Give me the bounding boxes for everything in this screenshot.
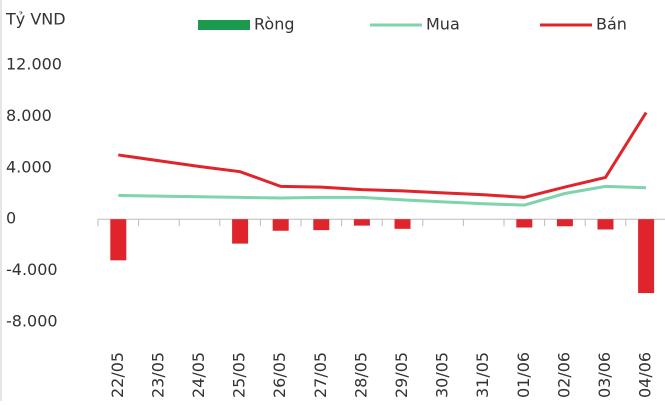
x-tick-label: 28/05 [351, 352, 370, 398]
bar [394, 219, 411, 229]
legend-swatch [198, 20, 250, 30]
line [118, 111, 648, 199]
x-tick-label: 30/05 [433, 352, 452, 398]
x-tick-label: 29/05 [392, 352, 411, 398]
bar [110, 219, 127, 261]
legend-label: Mua [426, 15, 460, 34]
line [118, 184, 647, 207]
bar [313, 219, 330, 231]
x-tick-label: 01/06 [514, 352, 533, 398]
x-tick-label: 04/06 [636, 352, 655, 398]
y-tick-label: 0 [6, 209, 16, 228]
x-tick-label: 26/05 [270, 352, 289, 398]
bar [597, 219, 614, 230]
x-tick-label: 27/05 [311, 352, 330, 398]
bar [272, 219, 289, 231]
legend-label: Bán [596, 15, 627, 34]
x-tick-label: 22/05 [108, 352, 127, 398]
y-axis-title: Tỷ VND [5, 10, 66, 29]
y-tick-label: -8.000 [6, 312, 58, 331]
bar [232, 219, 249, 244]
x-tick-label: 24/05 [189, 352, 208, 398]
bar [516, 219, 533, 228]
bar [353, 219, 370, 226]
x-tick-label: 23/05 [148, 352, 167, 398]
x-tick-label: 03/06 [595, 352, 614, 398]
bar [556, 219, 573, 227]
legend-label: Ròng [254, 15, 294, 34]
x-tick-label: 31/05 [473, 352, 492, 398]
y-tick-label: 12.000 [6, 55, 62, 74]
y-tick-label: 8.000 [6, 106, 52, 125]
y-tick-label: 4.000 [6, 157, 52, 176]
x-tick-label: 25/05 [230, 352, 249, 398]
bar [638, 219, 655, 294]
y-tick-label: -4.000 [6, 260, 58, 279]
x-tick-label: 02/06 [554, 352, 573, 398]
